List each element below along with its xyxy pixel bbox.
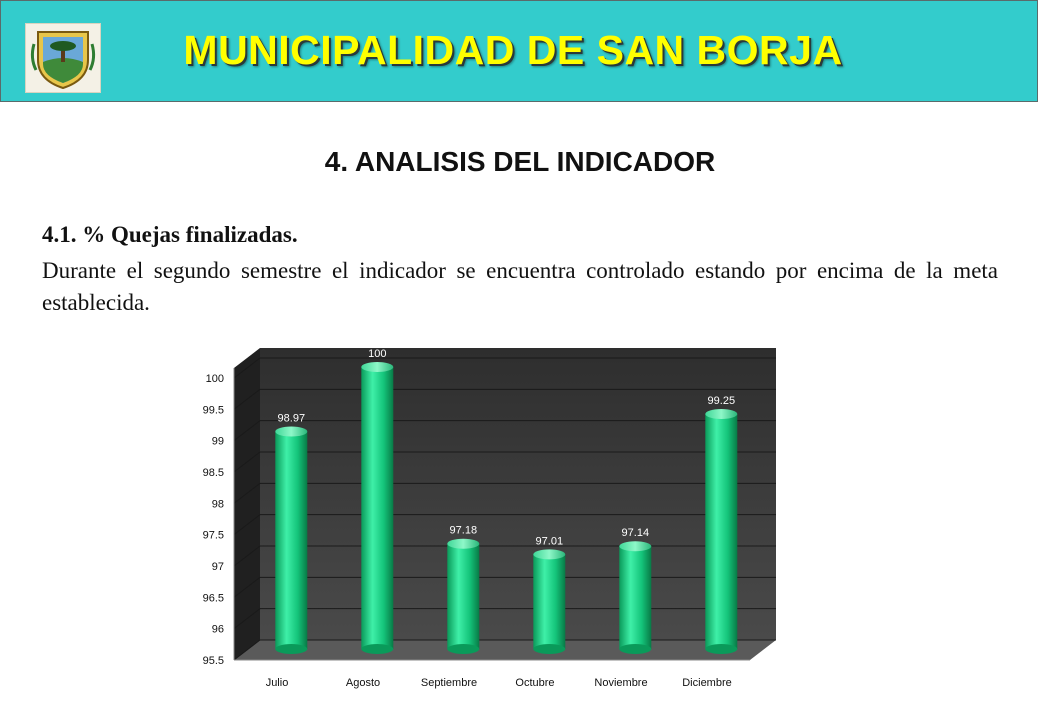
bar-noviembre bbox=[619, 546, 652, 649]
municipal-crest-icon bbox=[25, 23, 101, 93]
y-tick-label: 99.5 bbox=[203, 404, 224, 416]
y-tick-label: 95.5 bbox=[203, 655, 224, 667]
gridline-side bbox=[233, 639, 261, 661]
bar-base bbox=[619, 644, 652, 654]
bar-top bbox=[619, 541, 652, 552]
description-paragraph: Durante el segundo semestre el indicador… bbox=[42, 258, 998, 315]
x-tick-label: Noviembre bbox=[594, 677, 647, 689]
x-tick-label: Agosto bbox=[346, 677, 380, 689]
chart-side-wall bbox=[234, 348, 260, 660]
bar-base bbox=[533, 644, 566, 654]
gridline-side bbox=[233, 451, 261, 473]
gridline-side bbox=[233, 608, 261, 630]
page-title: MUNICIPALIDAD DE SAN BORJA bbox=[183, 27, 843, 73]
bar-base bbox=[275, 644, 308, 654]
bar-base bbox=[361, 644, 394, 654]
y-tick-label: 97.5 bbox=[203, 530, 224, 542]
y-tick-label: 98.5 bbox=[203, 467, 224, 479]
y-tick-label: 96 bbox=[212, 624, 224, 636]
bar-top bbox=[705, 409, 738, 419]
y-tick-label: 98 bbox=[212, 498, 224, 510]
bar-octubre bbox=[533, 554, 566, 649]
bar-base bbox=[447, 644, 480, 654]
data-label: 99.25 bbox=[708, 395, 736, 407]
x-tick-label: Julio bbox=[266, 677, 289, 689]
gridline-side bbox=[233, 420, 261, 442]
x-tick-label: Septiembre bbox=[421, 677, 477, 689]
bar-diciembre bbox=[705, 414, 738, 649]
data-label: 100 bbox=[368, 348, 386, 360]
gridline-side bbox=[233, 388, 261, 410]
bar-top bbox=[447, 538, 480, 549]
data-label: 98.97 bbox=[278, 413, 306, 425]
y-tick-label: 97 bbox=[212, 561, 224, 573]
bar-julio bbox=[275, 431, 308, 649]
gridline-side bbox=[233, 482, 261, 504]
bar-agosto bbox=[361, 367, 394, 649]
gridline-side bbox=[233, 576, 261, 598]
x-tick-label: Octubre bbox=[515, 677, 554, 689]
data-label: 97.18 bbox=[450, 525, 478, 537]
bar-septiembre bbox=[447, 543, 480, 649]
x-tick-label: Diciembre bbox=[682, 677, 732, 689]
bar-top bbox=[533, 549, 566, 560]
y-tick-label: 96.5 bbox=[203, 592, 224, 604]
chart-back-wall bbox=[260, 348, 776, 640]
gridline-side bbox=[233, 357, 261, 379]
bar-base bbox=[705, 644, 738, 654]
bar-top bbox=[361, 362, 394, 372]
y-tick-label: 100 bbox=[206, 373, 224, 385]
gridline-side bbox=[233, 545, 261, 567]
y-tick-label: 99 bbox=[212, 436, 224, 448]
data-label: 97.01 bbox=[536, 535, 564, 547]
chart-floor bbox=[234, 640, 776, 660]
section-title: 4. ANALISIS DEL INDICADOR bbox=[324, 146, 716, 177]
data-label: 97.14 bbox=[622, 527, 650, 539]
header-banner: MUNICIPALIDAD DE SAN BORJA bbox=[0, 0, 1038, 102]
gridline-side bbox=[233, 514, 261, 536]
bar-top bbox=[275, 426, 308, 437]
subheading: 4.1. % Quejas finalizadas. bbox=[42, 222, 298, 247]
